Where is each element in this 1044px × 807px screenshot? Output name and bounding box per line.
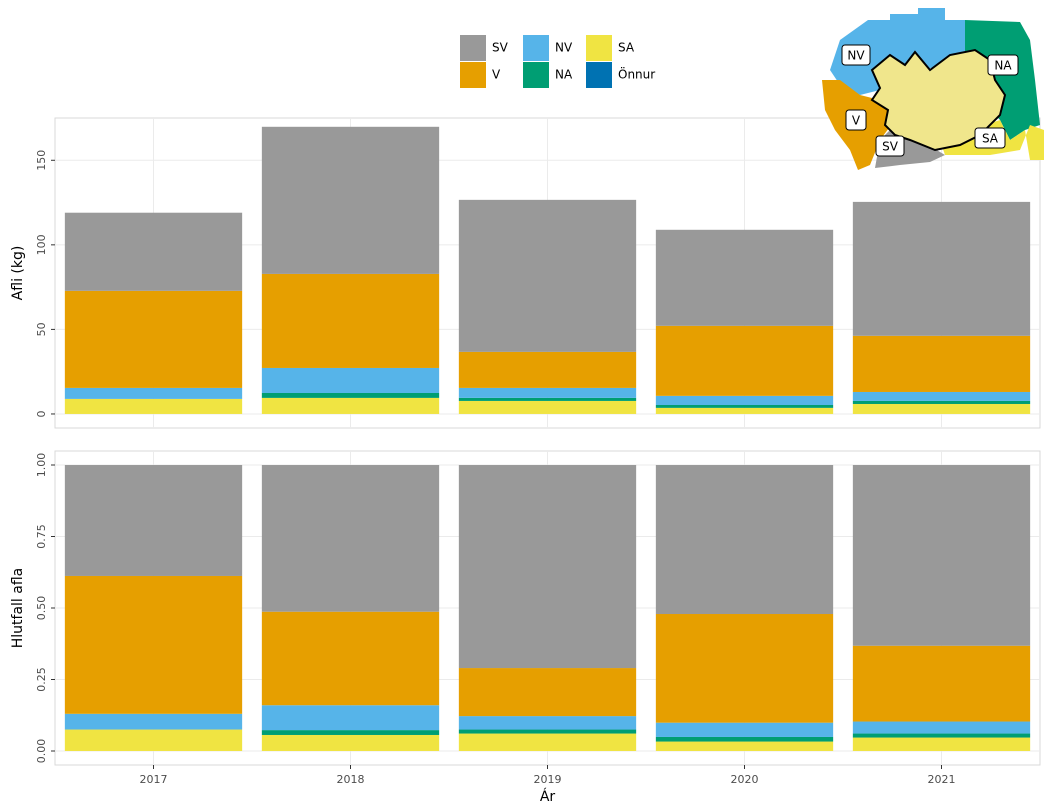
bar-segment (852, 737, 1031, 751)
bar-segment (655, 395, 834, 405)
x-tick-label: 2020 (731, 773, 759, 786)
map-label: SV (882, 140, 899, 154)
x-tick-label: 2019 (534, 773, 562, 786)
bar-segment (261, 705, 440, 731)
bar-segment (458, 668, 637, 717)
legend-key (586, 35, 612, 61)
bar-segment (458, 729, 637, 734)
map-label-box (845, 109, 867, 131)
bar-segment (852, 721, 1031, 734)
bar-segment (64, 713, 243, 730)
map-label: NA (994, 59, 1012, 73)
legend-label: NA (555, 68, 573, 82)
legend-label: SV (492, 41, 509, 55)
bar-segment (458, 351, 637, 388)
bar-segment (261, 465, 440, 612)
bar-segment (458, 199, 637, 352)
y-tick-label: 0.25 (35, 667, 48, 692)
map-label-box (974, 127, 1006, 149)
map-label-box (875, 135, 905, 157)
bar-segment (64, 465, 243, 576)
bar-segment (852, 465, 1031, 646)
y-tick-label: 0.50 (35, 596, 48, 621)
bar-segment (261, 367, 440, 393)
bar-segment (852, 645, 1031, 722)
bar-segment (852, 733, 1031, 738)
bar-segment (64, 729, 243, 751)
bar-segment (261, 392, 440, 398)
legend-label: SA (618, 41, 635, 55)
bar-segment (261, 397, 440, 414)
legend-key (523, 35, 549, 61)
x-tick-label: 2018 (337, 773, 365, 786)
x-tick-label: 2017 (140, 773, 168, 786)
x-axis-title: Ár (540, 788, 556, 805)
bar-segment (852, 335, 1031, 392)
bar-segment (458, 733, 637, 751)
legend-key (460, 62, 486, 88)
legend-label: Önnur (618, 66, 655, 82)
map-label: V (852, 114, 861, 128)
bar-segment (655, 741, 834, 751)
bar-segment (64, 575, 243, 714)
bar-segment (655, 407, 834, 414)
y-tick-label: 0 (35, 410, 48, 417)
bar-segment (458, 465, 637, 669)
bar-segment (458, 716, 637, 730)
map-region-na (965, 20, 1040, 140)
bar-segment (261, 730, 440, 735)
bar-segment (655, 722, 834, 737)
y-tick-label: 1.00 (35, 453, 48, 478)
map-label-box (841, 44, 871, 66)
legend-key (523, 62, 549, 88)
inset-map: NV NA V SV SA (822, 8, 1044, 170)
y-tick-label: 0.75 (35, 524, 48, 549)
map-label-box (987, 54, 1019, 76)
bar-segment (261, 126, 440, 274)
plot-area: 0 50 100 150 Afli (kg) 0.00 0.25 0.50 0.75 1.00 20… (10, 117, 1041, 805)
bar-segment (64, 387, 243, 399)
x-tick-label: 2021 (928, 773, 956, 786)
y-axis-title: Hlutfall afla (10, 568, 26, 649)
legend: SV V NV NA SA Önnur (460, 35, 655, 88)
map-label: SA (982, 132, 999, 146)
bar-segment (64, 212, 243, 291)
y-axis-title: Afli (kg) (10, 246, 26, 301)
bar-segment (655, 736, 834, 742)
bar-segment (852, 391, 1031, 401)
bar-segment (655, 465, 834, 615)
bar-segment (655, 404, 834, 408)
y-tick-label: 150 (35, 150, 48, 171)
bar-segment (458, 387, 637, 398)
bar-segment (655, 229, 834, 326)
legend-key (586, 62, 612, 88)
bar-segment (655, 325, 834, 396)
bar-segment (261, 273, 440, 368)
legend-label: NV (555, 41, 573, 55)
bar-segment (458, 397, 637, 401)
bar-segment (64, 290, 243, 388)
bar-segment (458, 400, 637, 414)
map-iceland (870, 48, 1007, 152)
map-label: NV (847, 49, 865, 63)
map-region-nv (830, 8, 965, 95)
legend-label: V (492, 68, 501, 82)
legend-key (460, 35, 486, 61)
bar-segment (261, 611, 440, 706)
bar-segment (852, 201, 1031, 336)
bar-segment (852, 400, 1031, 404)
bar-segment (64, 398, 243, 414)
y-tick-label: 50 (35, 322, 48, 336)
bar-segment (655, 614, 834, 723)
bar-segment (261, 734, 440, 751)
y-tick-label: 0.00 (35, 739, 48, 764)
y-tick-label: 100 (35, 234, 48, 255)
bar-segment (852, 403, 1031, 414)
